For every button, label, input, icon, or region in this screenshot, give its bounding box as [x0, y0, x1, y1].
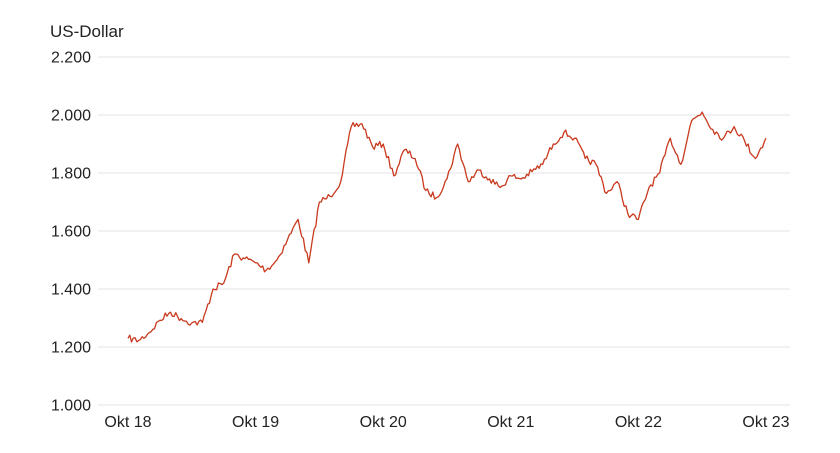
y-tick-label: 2.000	[51, 108, 91, 125]
x-tick-label: Okt 18	[104, 414, 151, 431]
x-tick-label: Okt 20	[360, 414, 407, 431]
x-axis-ticks: Okt 18 Okt 19 Okt 20 Okt 21 Okt 22 Okt 23	[104, 414, 789, 431]
y-tick-label: 2.200	[51, 50, 91, 67]
x-tick-label: Okt 23	[742, 414, 789, 431]
y-tick-label: 1.600	[51, 224, 91, 241]
y-tick-label: 1.400	[51, 282, 91, 299]
price-line	[127, 111, 767, 343]
y-axis-ticks: 1.000 1.200 1.400 1.600 1.800 2.000 2.200	[51, 50, 91, 415]
gridlines	[98, 56, 790, 406]
x-tick-label: Okt 22	[615, 414, 662, 431]
y-tick-label: 1.000	[51, 398, 91, 415]
x-tick-label: Okt 21	[487, 414, 534, 431]
y-tick-label: 1.800	[51, 166, 91, 183]
y-tick-label: 1.200	[51, 340, 91, 357]
x-tick-label: Okt 19	[232, 414, 279, 431]
y-axis-unit-label: US-Dollar	[50, 22, 124, 41]
